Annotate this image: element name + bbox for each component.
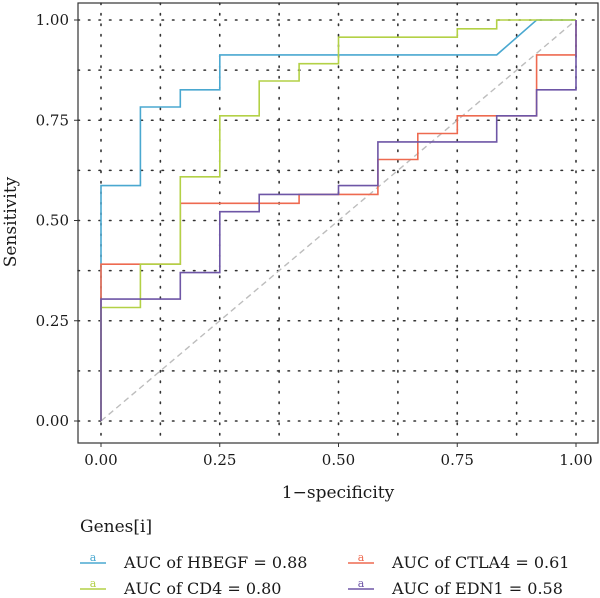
series-line-3 [100,20,577,421]
series-line-0 [100,19,576,421]
legend-key-glyph: a [358,577,365,590]
legend-item-0: a AUC of HBEGF = 0.88 [80,551,307,572]
series-line-2 [100,19,576,421]
legend-key-glyph: a [90,551,97,564]
legend-item-2: a AUC of CD4 = 0.80 [80,577,281,598]
legend-label: AUC of CTLA4 = 0.61 [391,553,569,572]
x-axis-title: 1−specificity [282,483,395,503]
legend-item-1: a AUC of CTLA4 = 0.61 [348,551,569,572]
x-tick-label: 0.75 [441,451,474,469]
legend-label: AUC of HBEGF = 0.88 [123,553,307,572]
series-layer [100,19,577,421]
x-tick-layer: 0.00 0.25 0.50 0.75 1.00 [84,443,593,469]
reference-line-layer [100,19,577,422]
y-tick-label: 0.25 [36,312,69,330]
x-tick-label: 0.50 [322,451,355,469]
reference-diagonal [100,19,577,422]
legend-item-3: a AUC of EDN1 = 0.58 [348,577,563,598]
y-axis-title: Sensitivity [1,176,21,267]
legend-label: AUC of EDN1 = 0.58 [391,579,563,598]
grid-layer [77,2,599,444]
legend-title: Genes[i] [80,517,152,537]
y-tick-layer: 0.00 0.25 0.50 0.75 1.00 [36,11,78,430]
x-tick-label: 0.25 [203,451,236,469]
y-tick-label: 1.00 [36,11,69,29]
legend-key-glyph: a [90,577,97,590]
y-tick-label: 0.75 [36,111,69,129]
legend-key-glyph: a [358,551,365,564]
x-tick-label: 0.00 [84,451,117,469]
x-tick-label: 1.00 [559,451,592,469]
y-tick-label: 0.50 [36,212,69,230]
legend-label: AUC of CD4 = 0.80 [123,579,281,598]
legend: a AUC of HBEGF = 0.88 a AUC of CTLA4 = 0.61… [80,551,569,598]
y-tick-label: 0.00 [36,412,69,430]
